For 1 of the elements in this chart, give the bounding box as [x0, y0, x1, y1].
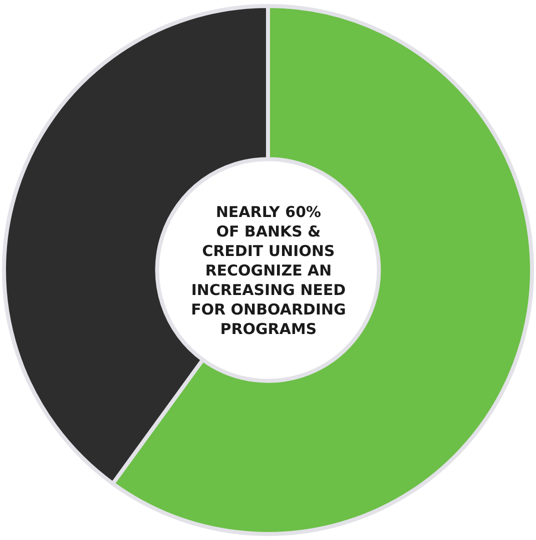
- text: NEARLY 60% OF BANKS & CREDIT UNIONS RECOGNIZE AN INCREASING NEED FOR ONBOARDING PROGRAMS: [191, 203, 346, 338]
